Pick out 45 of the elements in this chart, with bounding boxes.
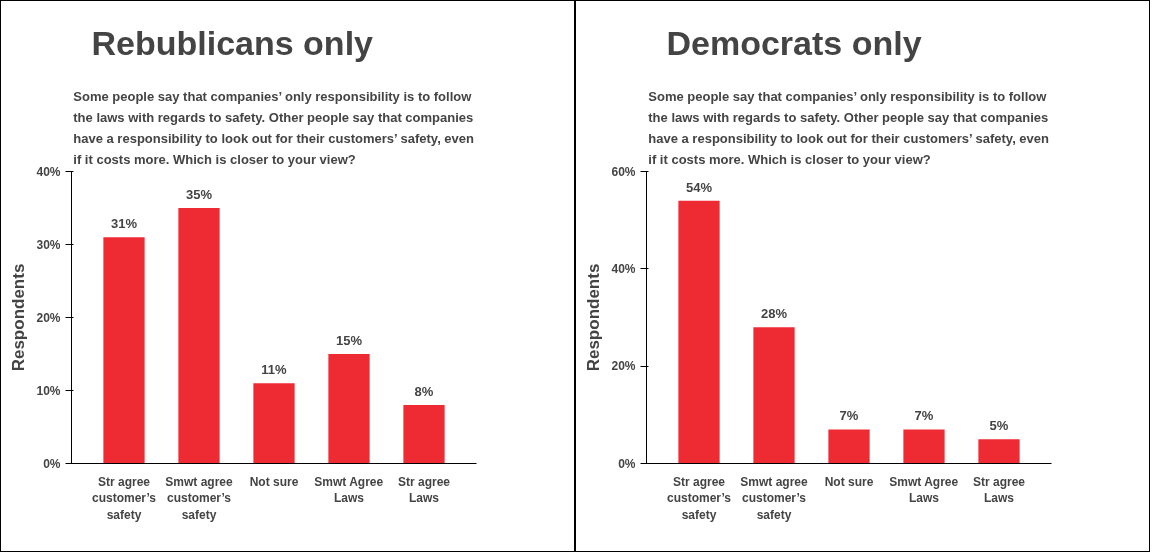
y-tick-label: 60% [611,164,636,179]
data-label: 11% [261,362,288,378]
bar [253,383,295,464]
y-tick-label: 30% [36,237,61,252]
data-label: 28% [760,306,788,322]
chart-subtitle: Some people say that companies’ only responsibility is to follow the laws with regards to safety. Other people say that companies have a responsibility to look out for their customers’ safety, even if it costs more. Which is closer to your view? [73,88,475,167]
y-tick-label: 0% [43,456,61,471]
bar [403,405,445,464]
y-tick-label: 40% [611,261,636,276]
chart-subtitle: Some people say that companies’ only responsibility is to follow the laws with regards to safety. Other people say that companies have a responsibility to look out for their customers’ safety, even if it costs more. Which is closer to your view? [648,88,1050,167]
y-axis-title: Respondents [9,263,29,372]
x-tick-label: Str agree customer’s safety [91,474,157,523]
bar [678,200,720,464]
data-label: 5% [989,418,1009,434]
bar [103,237,145,464]
data-label: 7% [839,408,859,424]
bar [753,327,795,464]
x-tick-label: Not sure [824,474,874,489]
x-tick-label: Smwt agree customer’s safety [740,474,809,523]
bar [978,439,1020,464]
y-tick-label: 40% [36,164,61,179]
data-label: 7% [914,408,934,424]
x-tick-label: Smwt Agree Laws [889,474,959,506]
x-tick-label: Not sure [249,474,299,489]
y-tick-label: 0% [618,456,636,471]
data-label: 35% [185,187,213,202]
bar [828,429,870,464]
bar [178,208,220,464]
chart-title: Democrats only [666,23,922,62]
y-tick-label: 20% [611,359,636,374]
bar [328,354,370,464]
y-tick-label: 20% [36,310,61,325]
data-label: 31% [110,216,138,232]
x-tick-label: Str agree Laws [397,474,451,506]
x-tick-label: Smwt agree customer’s safety [165,474,234,523]
x-tick-label: Str agree Laws [972,474,1026,506]
data-label: 8% [414,384,434,400]
data-label: 15% [335,333,363,348]
x-tick-label: Smwt Agree Laws [314,474,384,506]
y-axis-title: Respondents [584,263,604,372]
chart-title: Rebublicans only [91,23,374,62]
data-label: 54% [685,179,713,195]
bar [903,429,945,464]
x-tick-label: Str agree customer’s safety [666,474,732,523]
y-tick-label: 10% [36,383,61,398]
